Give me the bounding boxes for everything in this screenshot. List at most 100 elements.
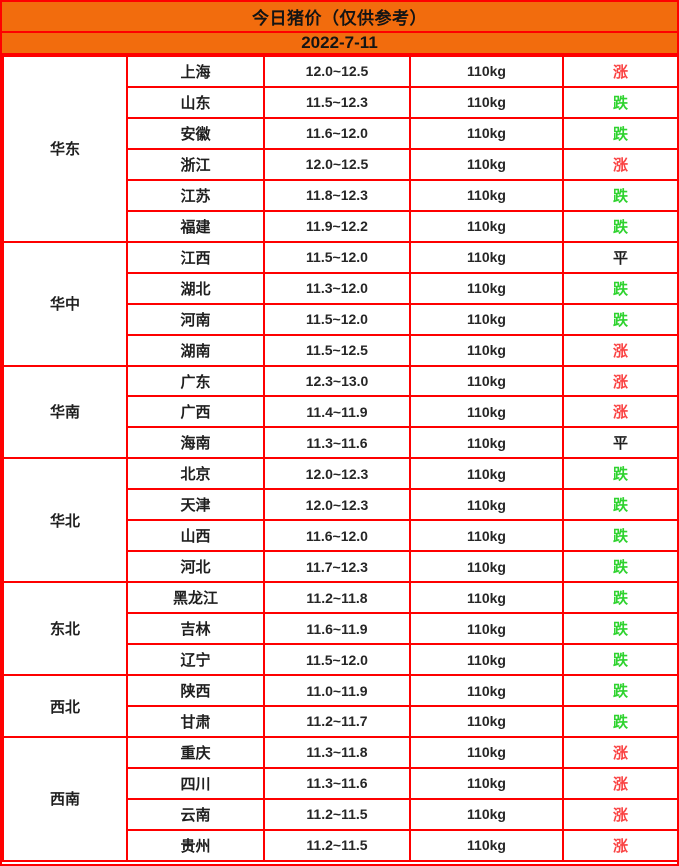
weight-cell: 110kg xyxy=(409,116,564,150)
price-range-cell: 12.3~13.0 xyxy=(263,364,411,398)
table-row: 浙江 12.0~12.5 110kg 涨 xyxy=(3,147,677,181)
trend-cell: 跌 xyxy=(562,705,677,738)
province-cell: 湖北 xyxy=(126,271,265,305)
price-range-cell: 11.8~12.3 xyxy=(263,178,411,212)
price-range-cell: 11.3~11.6 xyxy=(263,426,411,460)
table-row: 辽宁 11.5~12.0 110kg 跌 xyxy=(3,643,677,677)
province-cell: 山西 xyxy=(126,519,265,553)
weight-cell: 110kg xyxy=(409,674,564,708)
table-row: 东北 黑龙江 11.2~11.8 110kg 跌 xyxy=(2,581,677,677)
weight-cell: 110kg xyxy=(409,705,564,738)
region-cell: 华南 xyxy=(2,364,128,460)
trend-cell: 跌 xyxy=(562,643,677,677)
province-cell: 广东 xyxy=(126,364,265,398)
trend-cell: 涨 xyxy=(562,797,677,831)
trend-cell: 涨 xyxy=(562,395,677,429)
table-row: 海南 11.3~11.6 110kg 平 xyxy=(3,426,677,460)
trend-cell: 跌 xyxy=(562,178,677,212)
price-range-cell: 11.3~12.0 xyxy=(263,271,411,305)
price-range-cell: 11.6~11.9 xyxy=(263,612,411,646)
province-cell: 山东 xyxy=(126,85,265,119)
weight-cell: 110kg xyxy=(409,55,564,88)
weight-cell: 110kg xyxy=(409,612,564,646)
weight-cell: 110kg xyxy=(409,643,564,677)
province-cell: 黑龙江 xyxy=(126,581,265,615)
province-cell: 天津 xyxy=(126,488,265,522)
price-range-cell: 11.9~12.2 xyxy=(263,209,411,243)
weight-cell: 110kg xyxy=(409,178,564,212)
price-range-cell: 11.5~12.0 xyxy=(263,302,411,336)
trend-cell: 跌 xyxy=(562,271,677,305)
trend-cell: 跌 xyxy=(562,209,677,243)
trend-cell: 涨 xyxy=(562,735,677,769)
price-range-cell: 11.2~11.8 xyxy=(263,581,411,615)
weight-cell: 110kg xyxy=(409,395,564,429)
trend-cell: 跌 xyxy=(562,116,677,150)
region-cell: 西南 xyxy=(2,735,128,863)
weight-cell: 110kg xyxy=(409,581,564,615)
table-row: 河南 11.5~12.0 110kg 跌 xyxy=(3,302,677,336)
province-cell: 河北 xyxy=(126,550,265,584)
table-row: 贵州 11.2~11.5 110kg 涨 xyxy=(3,828,677,863)
table-row: 华南 广东 12.3~13.0 110kg 涨 xyxy=(2,364,677,460)
weight-cell: 110kg xyxy=(409,519,564,553)
weight-cell: 110kg xyxy=(409,550,564,584)
trend-cell: 涨 xyxy=(562,55,677,88)
trend-cell: 跌 xyxy=(562,457,677,491)
price-range-cell: 11.6~12.0 xyxy=(263,519,411,553)
weight-cell: 110kg xyxy=(409,735,564,769)
region-cell: 华北 xyxy=(2,457,128,584)
page-title: 今日猪价（仅供参考） xyxy=(2,2,677,33)
trend-cell: 跌 xyxy=(562,519,677,553)
trend-cell: 涨 xyxy=(562,828,677,863)
price-range-cell: 12.0~12.5 xyxy=(263,55,411,88)
weight-cell: 110kg xyxy=(409,488,564,522)
weight-cell: 110kg xyxy=(409,426,564,460)
table-row: 华北 北京 12.0~12.3 110kg 跌 xyxy=(2,457,677,584)
trend-cell: 跌 xyxy=(562,85,677,119)
table-row: 江苏 11.8~12.3 110kg 跌 xyxy=(3,178,677,212)
province-cell: 北京 xyxy=(126,457,265,491)
price-range-cell: 12.0~12.5 xyxy=(263,147,411,181)
price-range-cell: 11.2~11.5 xyxy=(263,797,411,831)
table-row: 福建 11.9~12.2 110kg 跌 xyxy=(3,209,677,243)
price-range-cell: 11.3~11.6 xyxy=(263,766,411,800)
weight-cell: 110kg xyxy=(409,364,564,398)
trend-cell: 跌 xyxy=(562,612,677,646)
price-range-cell: 11.5~12.5 xyxy=(263,333,411,367)
table-row: 广西 11.4~11.9 110kg 涨 xyxy=(3,395,677,429)
table-row: 河北 11.7~12.3 110kg 跌 xyxy=(3,550,677,584)
table-row: 四川 11.3~11.6 110kg 涨 xyxy=(3,766,677,800)
table-row: 华东 上海 12.0~12.5 110kg 涨 xyxy=(2,55,677,243)
table-row: 西北 陕西 11.0~11.9 110kg 跌 xyxy=(2,674,677,738)
trend-cell: 跌 xyxy=(562,581,677,615)
province-cell: 甘肃 xyxy=(126,705,265,738)
price-range-cell: 11.3~11.8 xyxy=(263,735,411,769)
province-cell: 江苏 xyxy=(126,178,265,212)
trend-cell: 跌 xyxy=(562,302,677,336)
trend-cell: 平 xyxy=(562,240,677,274)
region-cell: 华东 xyxy=(2,55,128,243)
date-label: 2022-7-11 xyxy=(2,33,677,55)
province-cell: 四川 xyxy=(126,766,265,800)
weight-cell: 110kg xyxy=(409,209,564,243)
price-range-cell: 12.0~12.3 xyxy=(263,457,411,491)
table-row: 甘肃 11.2~11.7 110kg 跌 xyxy=(3,705,677,738)
price-range-cell: 11.5~12.3 xyxy=(263,85,411,119)
province-cell: 广西 xyxy=(126,395,265,429)
province-cell: 重庆 xyxy=(126,735,265,769)
price-range-cell: 11.2~11.5 xyxy=(263,828,411,863)
table-row: 安徽 11.6~12.0 110kg 跌 xyxy=(3,116,677,150)
trend-cell: 涨 xyxy=(562,333,677,367)
price-range-cell: 11.5~12.0 xyxy=(263,240,411,274)
province-cell: 江西 xyxy=(126,240,265,274)
weight-cell: 110kg xyxy=(409,85,564,119)
province-cell: 云南 xyxy=(126,797,265,831)
weight-cell: 110kg xyxy=(409,828,564,863)
province-cell: 辽宁 xyxy=(126,643,265,677)
table-row: 湖北 11.3~12.0 110kg 跌 xyxy=(3,271,677,305)
weight-cell: 110kg xyxy=(409,797,564,831)
trend-cell: 涨 xyxy=(562,147,677,181)
table-row: 山西 11.6~12.0 110kg 跌 xyxy=(3,519,677,553)
weight-cell: 110kg xyxy=(409,271,564,305)
